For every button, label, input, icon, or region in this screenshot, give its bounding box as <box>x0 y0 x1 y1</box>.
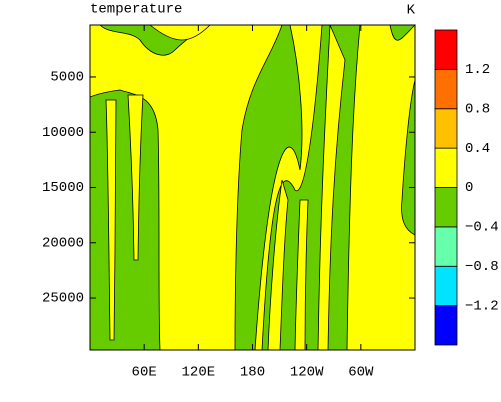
x-tick-label: 120W <box>290 365 324 381</box>
y-tick-label: 5000 <box>50 70 84 86</box>
colorbar-label: −0.4 <box>465 220 499 236</box>
colorbar-label: 0.8 <box>465 101 490 117</box>
colorbar-box <box>434 265 458 307</box>
field-region <box>346 24 416 351</box>
colorbar-box <box>434 108 458 149</box>
colorbar-label: 0.4 <box>465 141 490 157</box>
colorbar-label: −1.2 <box>465 298 499 314</box>
colorbar-box <box>434 29 458 70</box>
x-tick-label: 60W <box>348 365 374 381</box>
x-tick-label: 60E <box>132 365 157 381</box>
x-tick-label: 120E <box>182 365 216 381</box>
colorbar-label: −0.8 <box>465 259 499 275</box>
colorbar-box <box>434 147 458 188</box>
units-label: K <box>407 3 416 19</box>
colorbar-box <box>434 226 458 267</box>
y-tick-label: 10000 <box>42 125 84 141</box>
colorbar-box <box>434 187 458 228</box>
field-region <box>89 24 283 351</box>
colorbar-box <box>434 305 458 346</box>
field-region <box>127 94 144 261</box>
contour-field <box>89 24 416 351</box>
y-tick-label: 25000 <box>42 291 84 307</box>
chart-title: temperature <box>90 2 182 18</box>
x-tick-label: 180 <box>240 365 265 381</box>
y-tick-label: 15000 <box>42 180 84 196</box>
colorbar-label: 0 <box>465 180 473 196</box>
field-region <box>105 99 117 341</box>
colorbar-label: 1.2 <box>465 62 490 78</box>
y-tick-label: 20000 <box>42 235 84 251</box>
colorbar-box <box>434 68 458 110</box>
